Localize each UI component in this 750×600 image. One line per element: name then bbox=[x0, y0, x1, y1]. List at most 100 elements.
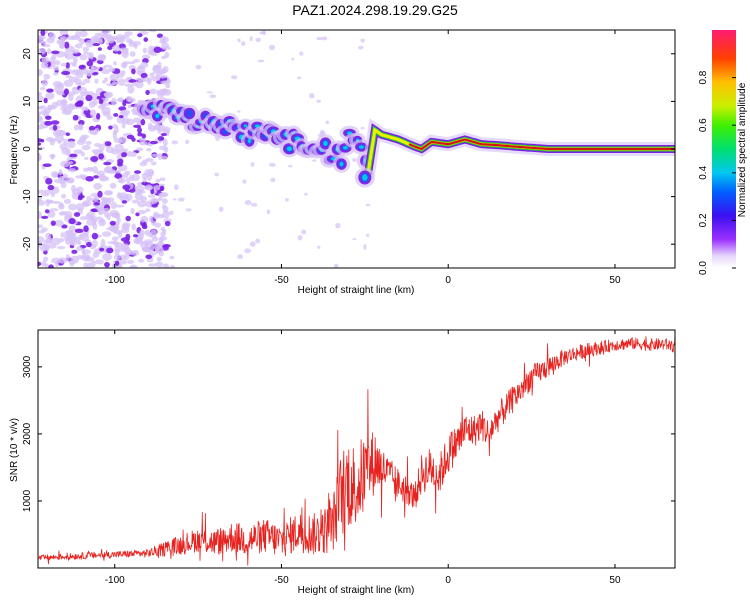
spectrogram-noise-blob bbox=[159, 192, 169, 198]
snr-y-tick-label: 2000 bbox=[22, 422, 33, 445]
spectrogram-noise-blob bbox=[98, 153, 105, 160]
spectrogram-noise-blob bbox=[141, 133, 147, 139]
spectrogram-noise-blob bbox=[38, 95, 44, 101]
spectrogram-noise-blob bbox=[38, 138, 43, 143]
spectrogram-noise-blob bbox=[94, 78, 99, 84]
spectrogram-noise-blob bbox=[149, 140, 158, 145]
colorbar-tick-label: 0.0 bbox=[698, 261, 709, 275]
spectrogram-noise-blob bbox=[138, 258, 145, 263]
spectrogram-noise-blob bbox=[69, 61, 77, 66]
spectrogram-noise-blob bbox=[38, 224, 43, 229]
spectrogram-noise-blob bbox=[89, 109, 97, 118]
spectrogram-noise-blob bbox=[96, 95, 102, 100]
spectrogram-noise-blob bbox=[109, 73, 120, 82]
spectrogram-noise-blob bbox=[45, 177, 53, 185]
spectrogram-noise-blob bbox=[103, 161, 112, 166]
spectrogram-noise-blob bbox=[114, 248, 120, 256]
spectrogram-noise-blob bbox=[140, 118, 146, 126]
spectrogram-noise-blob bbox=[66, 35, 77, 41]
spectrogram-noise-blob bbox=[125, 249, 135, 255]
spectrogram-noise-blob bbox=[96, 113, 101, 120]
spectrogram-noise-blob bbox=[137, 33, 143, 38]
spectrogram-noise-blob bbox=[206, 91, 213, 94]
spectrogram-noise-blob bbox=[358, 45, 364, 50]
spectrogram-noise-blob bbox=[185, 139, 190, 145]
spectrogram-noise-blob bbox=[52, 65, 60, 71]
spectrogram-noise-blob bbox=[93, 175, 99, 179]
spectrogram-noise-blob bbox=[38, 142, 42, 146]
spectrogram-noise-blob bbox=[109, 182, 117, 189]
spectrogram-noise-blob bbox=[52, 124, 58, 131]
spectrogram-noise-blob bbox=[111, 212, 119, 218]
spectrogram-noise-blob bbox=[47, 48, 52, 55]
spectrogram-noise-blob bbox=[94, 259, 105, 265]
spectrogram-noise-blob bbox=[137, 126, 142, 134]
spectrogram-noise-blob bbox=[101, 231, 112, 237]
spectrogram-noise-blob bbox=[86, 72, 92, 77]
spectrogram-noise-blob bbox=[116, 192, 122, 199]
spectrogram-noise-blob bbox=[63, 198, 72, 205]
spectrogram-noise-blob bbox=[79, 54, 88, 61]
spectrogram-noise-blob bbox=[54, 60, 61, 66]
spectrogram-speckle-layer bbox=[38, 30, 371, 268]
spectrogram-noise-blob bbox=[301, 229, 307, 235]
spectrogram-noise-blob bbox=[93, 202, 100, 206]
spectrogram-noise-blob bbox=[209, 94, 217, 99]
spectrogram-noise-blob bbox=[88, 125, 96, 131]
spectrogram-noise-blob bbox=[65, 148, 71, 157]
spectrogram-noise-blob bbox=[58, 211, 65, 216]
spectrogram-noise-blob bbox=[38, 261, 42, 266]
spectrogram-noise-blob bbox=[38, 153, 41, 161]
spectrogram-noise-blob bbox=[54, 219, 64, 227]
spectrogram-noise-blob bbox=[131, 137, 136, 142]
spectrogram-noise-blob bbox=[84, 90, 95, 96]
spectrogram-noise-blob bbox=[255, 238, 261, 244]
colorbar-tick-label: 0.4 bbox=[698, 165, 709, 179]
snr-x-tick-label: 50 bbox=[609, 575, 621, 586]
ridge-inner bbox=[247, 138, 252, 144]
spectrogram-noise-blob bbox=[40, 193, 50, 197]
spectrogram-noise-blob bbox=[140, 61, 149, 69]
spectrogram-noise-blob bbox=[83, 109, 91, 116]
spectrogram-noise-blob bbox=[108, 67, 116, 73]
spectrogram-noise-blob bbox=[325, 120, 330, 125]
snr-series-line bbox=[38, 332, 675, 566]
spectrogram-noise-blob bbox=[58, 169, 63, 176]
spectrogram-noise-blob bbox=[156, 256, 162, 262]
spectrogram-noise-blob bbox=[151, 204, 158, 208]
spectrogram-noise-blob bbox=[148, 251, 158, 256]
ridge-inner bbox=[243, 124, 248, 128]
spectrogram-noise-blob bbox=[86, 262, 92, 268]
spectrogram-noise-blob bbox=[121, 200, 127, 204]
spectrogram-noise-blob bbox=[44, 209, 50, 214]
spectrogram-noise-blob bbox=[161, 244, 169, 251]
spectrogram-noise-blob bbox=[78, 65, 85, 70]
spectrogram-noise-blob bbox=[168, 210, 174, 216]
spectrogram-noise-blob bbox=[45, 199, 54, 203]
spectrogram-noise-blob bbox=[58, 40, 65, 48]
spectrogram-noise-blob bbox=[85, 213, 95, 221]
spectrogram-noise-blob bbox=[270, 177, 276, 182]
spectrogram-noise-blob bbox=[145, 254, 153, 260]
spectrogram-noise-blob bbox=[38, 115, 44, 123]
spectrogram-noise-blob bbox=[125, 118, 135, 126]
spectrogram-noise-blob bbox=[150, 161, 157, 166]
spectrogram-noise-blob bbox=[71, 249, 78, 254]
spectrogram-noise-blob bbox=[136, 182, 143, 186]
spectrogram-noise-blob bbox=[244, 200, 252, 206]
spectrogram-noise-blob bbox=[141, 172, 148, 180]
spectrogram-noise-blob bbox=[124, 83, 133, 87]
spectrogram-noise-blob bbox=[48, 32, 56, 41]
spectrogram-noise-blob bbox=[257, 59, 265, 63]
spectrogram-noise-blob bbox=[112, 44, 120, 52]
spectrogram-noise-blob bbox=[231, 75, 238, 80]
spectrogram-noise-blob bbox=[149, 72, 155, 78]
spectrogram-noise-blob bbox=[43, 256, 49, 263]
spectrogram-noise-blob bbox=[113, 254, 122, 261]
spectrogram-noise-blob bbox=[169, 255, 175, 260]
spectrogram-noise-blob bbox=[87, 167, 94, 172]
spectrogram-noise-blob bbox=[214, 172, 219, 177]
spectrogram-noise-blob bbox=[61, 224, 68, 229]
spectrogram-noise-blob bbox=[51, 237, 61, 246]
spectrogram-noise-blob bbox=[137, 200, 147, 208]
